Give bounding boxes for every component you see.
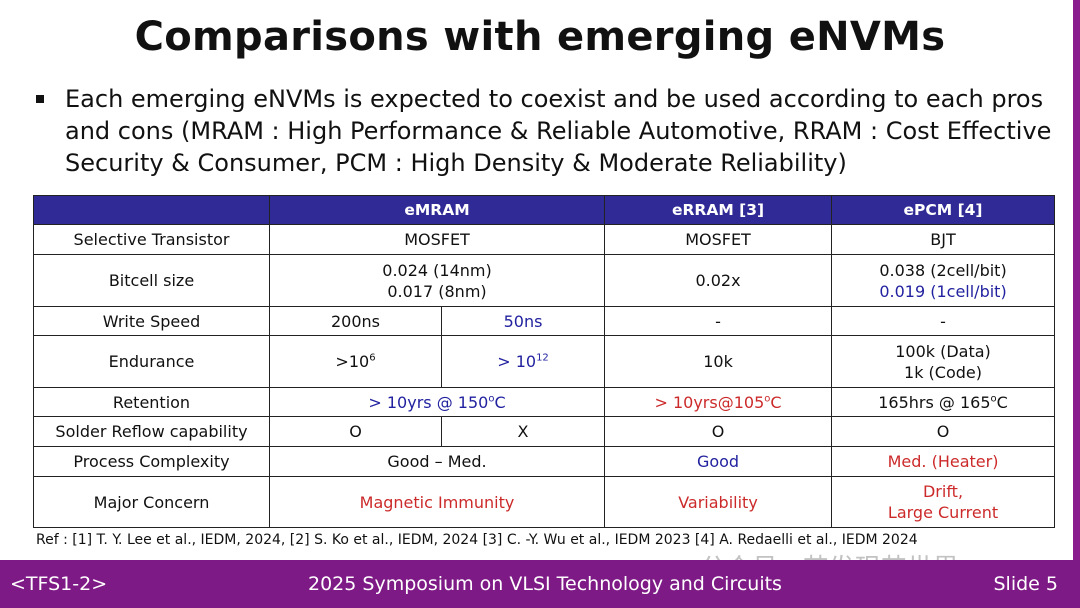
row-label: Retention <box>33 387 270 417</box>
row-label: Solder Reflow capability <box>33 416 270 447</box>
table-cell: Med. (Heater) <box>831 446 1056 477</box>
table-cell: Drift, Large Current <box>831 476 1056 528</box>
unit: C <box>770 392 782 412</box>
row-label: Selective Transistor <box>33 224 270 255</box>
cell-line: 0.017 (8nm) <box>387 281 487 301</box>
bullet-point: Each emerging eNVMs is expected to coexi… <box>36 83 1056 179</box>
table-cell: 200ns <box>269 306 442 336</box>
table-row: Selective Transistor MOSFET MOSFET BJT <box>33 224 1056 255</box>
cell-text: 165hrs @ 165 <box>878 392 991 412</box>
comparison-table: eMRAM eRRAM [3] ePCM [4] Selective Trans… <box>33 195 1056 528</box>
table-row: Retention > 10yrs @ 150oC > 10yrs@105oC … <box>33 387 1056 417</box>
cell-text: > 10yrs@105 <box>654 392 765 412</box>
slide-title: Comparisons with emerging eNVMs <box>134 14 946 60</box>
table-cell: X <box>440 416 606 447</box>
table-cell: MOSFET <box>268 224 606 255</box>
header-cell: eMRAM <box>268 195 606 225</box>
table-cell: MOSFET <box>604 224 833 255</box>
bullet-square-icon <box>36 95 44 103</box>
degree: o <box>990 393 997 405</box>
cell-line: 0.038 (2cell/bit) <box>879 260 1007 280</box>
table-row: Bitcell size 0.024 (14nm) 0.017 (8nm) 0.0… <box>33 254 1056 307</box>
row-label: Process Complexity <box>33 446 270 477</box>
footer-bar: <TFS1-2> 2025 Symposium on VLSI Technolo… <box>0 560 1080 608</box>
table-row: Endurance >106 > 1012 10k 100k (Data) 1k … <box>33 335 1056 388</box>
cell-line: 0.024 (14nm) <box>382 260 492 280</box>
table-cell: > 1012 <box>440 335 606 388</box>
table-header-row: eMRAM eRRAM [3] ePCM [4] <box>33 195 1056 225</box>
table-cell: > 10yrs @ 150oC <box>268 387 606 417</box>
table-row: Process Complexity Good – Med. Good Med.… <box>33 446 1056 477</box>
table-cell: O <box>269 416 442 447</box>
bullet-text: Each emerging eNVMs is expected to coexi… <box>65 85 1052 177</box>
table-cell: 0.024 (14nm) 0.017 (8nm) <box>268 254 606 307</box>
row-label: Write Speed <box>33 306 270 336</box>
table-cell: Magnetic Immunity <box>268 476 606 528</box>
cell-text: >10 <box>335 352 370 371</box>
cell-text: > 10yrs @ 150 <box>368 392 489 412</box>
cell-line: Drift, <box>922 482 964 501</box>
right-accent-bar <box>1073 0 1080 560</box>
table-cell: Variability <box>604 476 833 528</box>
degree: o <box>488 393 495 405</box>
table-cell: > 10yrs@105oC <box>604 387 833 417</box>
table-cell: 0.038 (2cell/bit) 0.019 (1cell/bit) <box>831 254 1056 307</box>
row-label: Bitcell size <box>33 254 270 307</box>
references: Ref : [1] T. Y. Lee et al., IEDM, 2024, … <box>36 532 918 548</box>
table-cell: 165hrs @ 165oC <box>831 387 1056 417</box>
header-cell: eRRAM [3] <box>604 195 833 225</box>
table-cell: >106 <box>269 335 442 388</box>
row-label: Major Concern <box>33 476 270 528</box>
cell-line: Large Current <box>887 503 999 522</box>
exponent: 12 <box>536 352 549 364</box>
table-cell: - <box>604 306 833 336</box>
table-cell: BJT <box>831 224 1056 255</box>
unit: C <box>494 392 506 412</box>
table-cell: Good <box>604 446 833 477</box>
table-cell: Good – Med. <box>268 446 606 477</box>
cell-line: 100k (Data) <box>895 341 991 361</box>
cell-line: 0.019 (1cell/bit) <box>879 281 1007 301</box>
cell-line: 1k (Code) <box>904 362 982 382</box>
header-cell <box>33 195 270 225</box>
table-row: Write Speed 200ns 50ns - - <box>33 306 1056 336</box>
table-cell: O <box>831 416 1056 447</box>
table-cell: 50ns <box>440 306 606 336</box>
unit: C <box>996 392 1008 412</box>
exponent: 6 <box>369 352 376 364</box>
table-row: Solder Reflow capability O X O O <box>33 416 1056 447</box>
footer-session-id: <TFS1-2> <box>10 573 108 595</box>
row-label: Endurance <box>33 335 270 388</box>
degree: o <box>764 393 771 405</box>
table-cell: 10k <box>604 335 833 388</box>
table-cell: 100k (Data) 1k (Code) <box>831 335 1056 388</box>
footer-conference: 2025 Symposium on VLSI Technology and Ci… <box>308 573 782 595</box>
header-cell: ePCM [4] <box>831 195 1056 225</box>
table-cell: 0.02x <box>604 254 833 307</box>
footer-slide-number: Slide 5 <box>993 573 1059 595</box>
cell-text: > 10 <box>497 352 537 371</box>
table-row: Major Concern Magnetic Immunity Variabil… <box>33 476 1056 528</box>
table-cell: - <box>831 306 1056 336</box>
table-cell: O <box>604 416 833 447</box>
